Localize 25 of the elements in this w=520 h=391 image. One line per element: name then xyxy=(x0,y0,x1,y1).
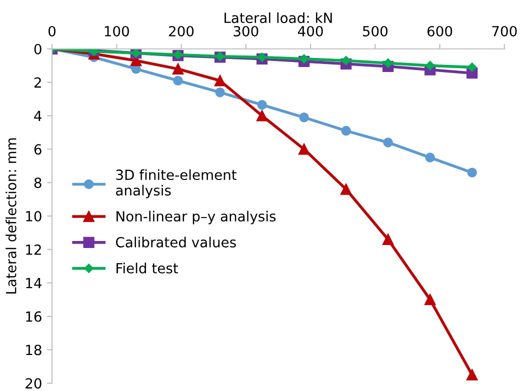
y-tick-label: 12 xyxy=(26,244,41,255)
y-tick-label: 6 xyxy=(34,144,42,155)
y-tick-label: 16 xyxy=(26,311,42,322)
y-tick-label: 4 xyxy=(34,110,42,122)
legend-label: 3D finite-element analysis xyxy=(116,169,237,198)
y-tick-label: 2 xyxy=(34,77,41,88)
x-tick-label: 700 xyxy=(492,26,517,36)
x-tick-label: 200 xyxy=(169,26,194,36)
x-tick-label: 0 xyxy=(48,26,56,36)
y-tick-label: 0 xyxy=(34,44,42,54)
legend-label: Calibrated values xyxy=(116,236,236,248)
y-tick-label: 14 xyxy=(26,278,42,288)
x-tick-label: 600 xyxy=(427,26,452,36)
x-tick-label: 100 xyxy=(104,26,129,36)
x-tick-label: 300 xyxy=(234,26,258,36)
y-tick-label: 8 xyxy=(34,178,42,188)
x-tick-label: 400 xyxy=(298,26,323,36)
legend-label: Field test xyxy=(116,262,178,274)
x-tick-label: 500 xyxy=(362,26,388,36)
x-axis-title: Lateral load: kN xyxy=(224,12,332,24)
y-tick-label: 20 xyxy=(26,378,42,389)
legend-label: Non-linear p–y analysis xyxy=(116,210,276,224)
y-axis-title: Lateral deflection: mm xyxy=(6,138,16,294)
y-tick-label: 10 xyxy=(26,210,42,222)
y-tick-label: 18 xyxy=(26,344,42,356)
